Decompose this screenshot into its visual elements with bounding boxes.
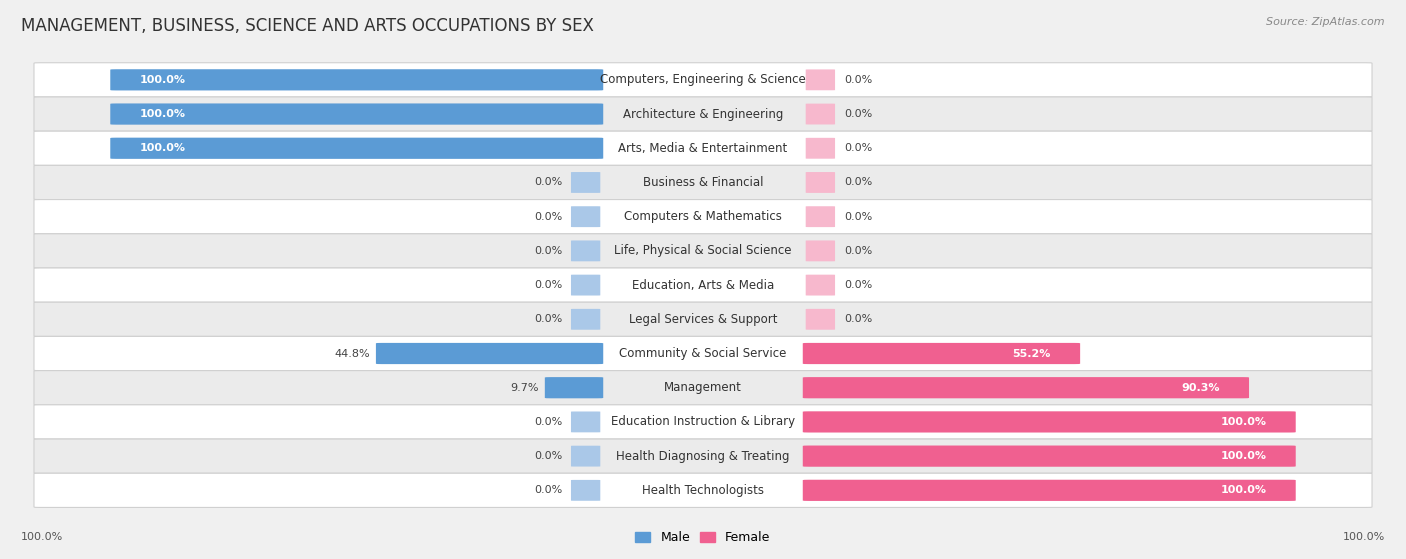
Text: Computers & Mathematics: Computers & Mathematics (624, 210, 782, 223)
FancyBboxPatch shape (806, 172, 835, 193)
FancyBboxPatch shape (34, 97, 1372, 131)
FancyBboxPatch shape (571, 172, 600, 193)
Text: 0.0%: 0.0% (534, 177, 562, 187)
Text: 0.0%: 0.0% (844, 314, 872, 324)
FancyBboxPatch shape (806, 274, 835, 296)
FancyBboxPatch shape (110, 138, 603, 159)
Text: Source: ZipAtlas.com: Source: ZipAtlas.com (1267, 17, 1385, 27)
Text: 55.2%: 55.2% (1012, 348, 1050, 358)
FancyBboxPatch shape (806, 138, 835, 159)
FancyBboxPatch shape (806, 309, 835, 330)
FancyBboxPatch shape (375, 343, 603, 364)
Text: 100.0%: 100.0% (21, 532, 63, 542)
Text: MANAGEMENT, BUSINESS, SCIENCE AND ARTS OCCUPATIONS BY SEX: MANAGEMENT, BUSINESS, SCIENCE AND ARTS O… (21, 17, 593, 35)
FancyBboxPatch shape (571, 274, 600, 296)
FancyBboxPatch shape (544, 377, 603, 399)
Text: 0.0%: 0.0% (534, 417, 562, 427)
FancyBboxPatch shape (34, 405, 1372, 439)
FancyBboxPatch shape (803, 480, 1296, 501)
FancyBboxPatch shape (34, 302, 1372, 337)
Text: 0.0%: 0.0% (844, 177, 872, 187)
FancyBboxPatch shape (34, 234, 1372, 268)
Text: 0.0%: 0.0% (844, 246, 872, 256)
Text: 0.0%: 0.0% (844, 280, 872, 290)
FancyBboxPatch shape (34, 371, 1372, 405)
FancyBboxPatch shape (34, 337, 1372, 371)
FancyBboxPatch shape (803, 377, 1249, 399)
FancyBboxPatch shape (571, 446, 600, 467)
Text: Health Technologists: Health Technologists (643, 484, 763, 497)
FancyBboxPatch shape (803, 411, 1296, 433)
FancyBboxPatch shape (34, 165, 1372, 200)
FancyBboxPatch shape (571, 411, 600, 432)
FancyBboxPatch shape (34, 131, 1372, 165)
Legend: Male, Female: Male, Female (630, 526, 776, 549)
Text: 90.3%: 90.3% (1181, 383, 1219, 393)
FancyBboxPatch shape (806, 103, 835, 125)
Text: 100.0%: 100.0% (1220, 451, 1267, 461)
Text: 100.0%: 100.0% (139, 75, 186, 85)
Text: Community & Social Service: Community & Social Service (619, 347, 787, 360)
Text: 0.0%: 0.0% (534, 280, 562, 290)
FancyBboxPatch shape (110, 103, 603, 125)
Text: 0.0%: 0.0% (534, 212, 562, 222)
Text: Computers, Engineering & Science: Computers, Engineering & Science (600, 73, 806, 86)
Text: 0.0%: 0.0% (844, 75, 872, 85)
Text: Architecture & Engineering: Architecture & Engineering (623, 107, 783, 121)
Text: 0.0%: 0.0% (844, 109, 872, 119)
Text: 0.0%: 0.0% (844, 212, 872, 222)
FancyBboxPatch shape (34, 473, 1372, 508)
FancyBboxPatch shape (806, 69, 835, 90)
Text: Health Diagnosing & Treating: Health Diagnosing & Treating (616, 449, 790, 463)
Text: Education Instruction & Library: Education Instruction & Library (612, 415, 794, 428)
FancyBboxPatch shape (806, 240, 835, 261)
FancyBboxPatch shape (803, 343, 1080, 364)
Text: Management: Management (664, 381, 742, 394)
Text: 0.0%: 0.0% (534, 246, 562, 256)
Text: 100.0%: 100.0% (1220, 417, 1267, 427)
Text: 0.0%: 0.0% (534, 451, 562, 461)
FancyBboxPatch shape (34, 439, 1372, 473)
FancyBboxPatch shape (803, 446, 1296, 467)
Text: Life, Physical & Social Science: Life, Physical & Social Science (614, 244, 792, 257)
FancyBboxPatch shape (806, 206, 835, 227)
Text: 100.0%: 100.0% (1343, 532, 1385, 542)
Text: 44.8%: 44.8% (335, 348, 370, 358)
FancyBboxPatch shape (34, 268, 1372, 302)
FancyBboxPatch shape (34, 63, 1372, 97)
Text: 0.0%: 0.0% (844, 143, 872, 153)
Text: 9.7%: 9.7% (510, 383, 538, 393)
Text: 100.0%: 100.0% (139, 143, 186, 153)
Text: Education, Arts & Media: Education, Arts & Media (631, 278, 775, 292)
FancyBboxPatch shape (571, 480, 600, 501)
Text: 0.0%: 0.0% (534, 485, 562, 495)
Text: 100.0%: 100.0% (1220, 485, 1267, 495)
Text: 0.0%: 0.0% (534, 314, 562, 324)
FancyBboxPatch shape (571, 309, 600, 330)
FancyBboxPatch shape (34, 200, 1372, 234)
Text: 100.0%: 100.0% (139, 109, 186, 119)
FancyBboxPatch shape (571, 240, 600, 261)
FancyBboxPatch shape (571, 206, 600, 227)
FancyBboxPatch shape (110, 69, 603, 91)
Text: Arts, Media & Entertainment: Arts, Media & Entertainment (619, 142, 787, 155)
Text: Business & Financial: Business & Financial (643, 176, 763, 189)
Text: Legal Services & Support: Legal Services & Support (628, 313, 778, 326)
